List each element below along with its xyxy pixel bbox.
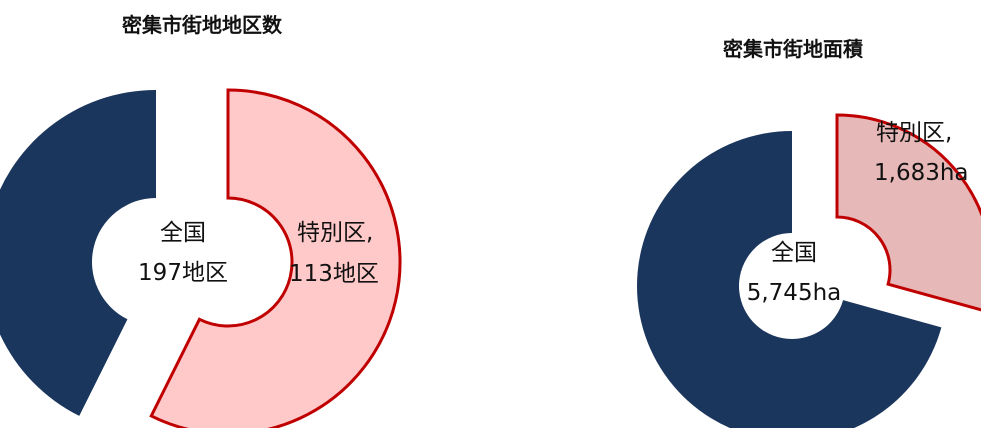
chart-1-center-label-value: 197地区: [138, 260, 228, 286]
chart-2-data-label-name: 特別区,: [876, 120, 952, 146]
chart-1-slice-special-district: [149, 88, 402, 428]
chart-2-slice-special-district: [835, 113, 981, 312]
chart-2-center-label-name: 全国: [771, 240, 817, 266]
chart-1-data-label-value: 113地区: [289, 261, 379, 287]
chart-1-center-label-name: 全国: [160, 220, 206, 246]
chart-2-data-label-value: 1,683ha: [874, 160, 969, 186]
chart-2-slice-national: [637, 131, 942, 428]
chart-1-data-label-name: 特別区,: [297, 220, 373, 246]
chart-area: 密集市街地面積 全国 5,745ha 特別区, 1,683ha: [637, 37, 981, 428]
chart-2-title: 密集市街地面積: [723, 37, 864, 61]
chart-1-slice-national: [0, 90, 156, 416]
chart-2-center-label-value: 5,745ha: [747, 280, 842, 306]
chart-district-count: 密集市街地地区数 全国 197地区 特別区, 113地区: [0, 13, 402, 428]
chart-1-title: 密集市街地地区数: [122, 13, 283, 37]
